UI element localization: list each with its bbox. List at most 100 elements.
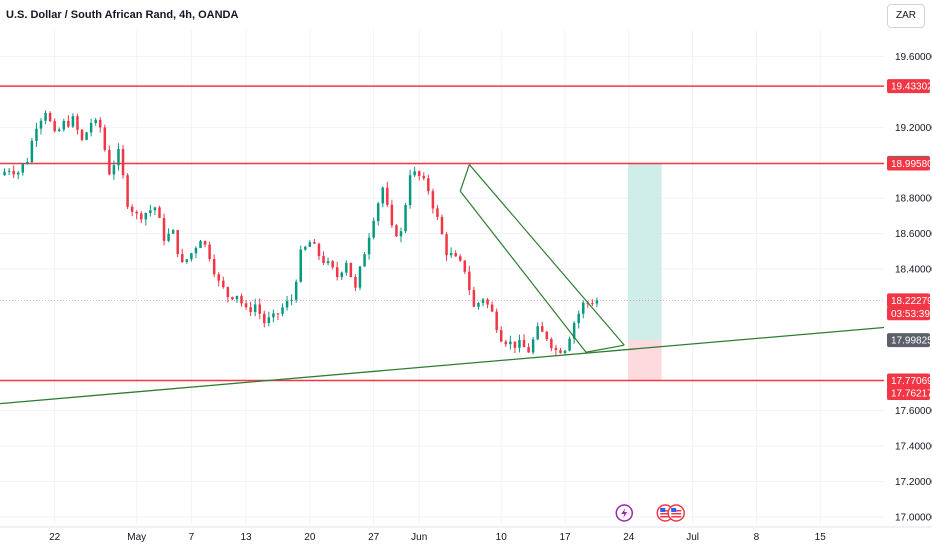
support-trendline[interactable] xyxy=(0,326,885,405)
price-axis[interactable]: 19.60000 19.20000 18.80000 18.60000 18.40000… xyxy=(887,52,932,523)
candle-body xyxy=(16,172,20,175)
candle-body xyxy=(468,271,471,291)
candle-body xyxy=(499,330,503,342)
candle-body xyxy=(263,313,266,324)
candle-body xyxy=(222,280,225,288)
x-tick-label: 22 xyxy=(49,532,61,543)
candle-body xyxy=(67,120,70,127)
price-tag[interactable] xyxy=(887,333,930,348)
y-tick-label: 19.20000 xyxy=(895,123,932,134)
candle-body xyxy=(335,267,339,277)
candle-body xyxy=(436,208,439,217)
candles xyxy=(3,110,599,356)
candle-body xyxy=(167,233,170,241)
candle-body xyxy=(112,165,116,175)
candle-body xyxy=(194,247,198,254)
channel-lower-line[interactable] xyxy=(459,190,587,353)
candle-body xyxy=(363,254,366,267)
candle-body xyxy=(171,230,175,234)
candle-body xyxy=(367,237,371,255)
candle-body xyxy=(358,266,362,288)
candle-body xyxy=(203,241,207,245)
event-markers[interactable] xyxy=(615,504,685,522)
candle-body xyxy=(290,299,293,301)
candle-body xyxy=(509,341,512,345)
currency-button[interactable]: ZAR xyxy=(887,4,925,28)
candle-body xyxy=(513,341,517,348)
candle-body xyxy=(149,210,152,213)
candle-body xyxy=(349,262,353,278)
candle-body xyxy=(331,261,334,268)
candle-body xyxy=(390,204,394,226)
price-tag[interactable] xyxy=(887,79,930,94)
candle-body xyxy=(258,304,261,314)
price-tag[interactable] xyxy=(887,373,930,388)
x-tick-label: 24 xyxy=(623,532,635,543)
candle-body xyxy=(454,253,457,257)
grid-lines xyxy=(0,30,884,524)
candle-body xyxy=(445,234,448,256)
time-axis[interactable]: 22 May 7 13 20 27 Jun 10 17 24 Jul 8 15 xyxy=(0,526,932,543)
candle-body xyxy=(504,341,508,345)
price-tag[interactable] xyxy=(887,385,930,400)
candle-body xyxy=(153,207,157,211)
price-tag[interactable] xyxy=(887,293,930,308)
candle-body xyxy=(158,207,161,218)
y-tick-label: 19.60000 xyxy=(895,52,932,63)
candle-body xyxy=(294,281,298,300)
candle-body xyxy=(354,277,357,288)
candle-body xyxy=(308,242,312,247)
candle-body xyxy=(30,140,34,163)
candle-body xyxy=(518,339,521,348)
x-tick-label: 27 xyxy=(368,532,380,543)
channel-upper-line[interactable] xyxy=(468,164,625,346)
candle-body xyxy=(568,338,571,351)
candle-body xyxy=(253,304,257,313)
candle-body xyxy=(477,303,480,307)
candle-body xyxy=(121,148,125,176)
candle-body xyxy=(181,253,184,262)
x-tick-label: 13 xyxy=(240,532,252,543)
candle-body xyxy=(272,313,275,318)
candle-body xyxy=(372,220,375,238)
price-tag[interactable] xyxy=(887,306,930,321)
candle-body xyxy=(486,299,489,305)
candle-body xyxy=(267,317,271,324)
y-tick-label: 18.60000 xyxy=(895,229,932,240)
candle-body xyxy=(244,303,248,308)
candle-body xyxy=(126,175,129,207)
channel-bottom-edge[interactable] xyxy=(585,344,625,353)
x-tick-label: Jun xyxy=(411,532,427,543)
candle-body xyxy=(427,178,430,192)
y-tick-label: 18.80000 xyxy=(895,194,932,205)
price-tag-label: 18.22279 xyxy=(891,296,932,307)
candle-body xyxy=(12,170,15,175)
candle-body xyxy=(108,150,111,175)
candle-body xyxy=(577,313,580,324)
x-tick-label: 10 xyxy=(496,532,508,543)
x-tick-label: 15 xyxy=(815,532,827,543)
channel-top-edge[interactable] xyxy=(459,164,470,192)
candle-body xyxy=(80,129,84,140)
y-tick-label: 17.60000 xyxy=(895,406,932,417)
x-tick-label: 17 xyxy=(559,532,571,543)
candle-body xyxy=(140,213,143,220)
y-tick-label: 18.40000 xyxy=(895,265,932,276)
y-tick-label: 17.20000 xyxy=(895,477,932,488)
candle-body xyxy=(130,206,134,212)
horizontal-levels[interactable] xyxy=(0,85,884,382)
candle-body xyxy=(595,300,599,304)
x-tick-label: May xyxy=(127,532,146,543)
candle-body xyxy=(57,129,61,132)
trend-drawings[interactable] xyxy=(0,164,885,405)
candle-body xyxy=(317,243,321,257)
candle-body xyxy=(285,300,289,308)
candle-body xyxy=(85,132,88,140)
symbol-title: U.S. Dollar / South African Rand, 4h, OA… xyxy=(6,9,239,21)
candle-body xyxy=(399,231,403,237)
price-tag[interactable] xyxy=(887,156,930,171)
y-tick-label: 17.00000 xyxy=(895,512,932,523)
candle-body xyxy=(345,262,348,273)
candle-body xyxy=(103,127,107,151)
